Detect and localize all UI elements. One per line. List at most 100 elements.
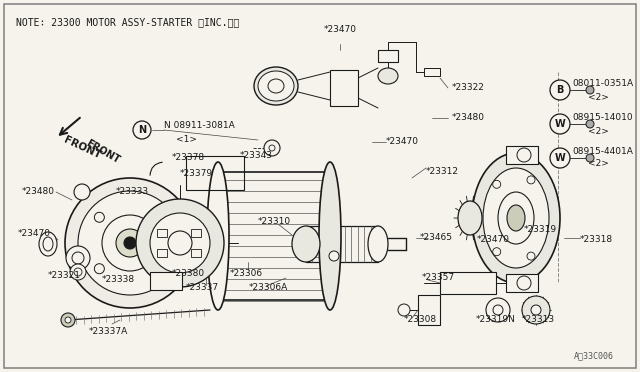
Ellipse shape [268, 79, 284, 93]
Text: A※33C006: A※33C006 [574, 351, 614, 360]
Text: *23465: *23465 [420, 234, 453, 243]
Circle shape [156, 212, 166, 222]
Bar [186, 156, 244, 190]
Circle shape [124, 237, 136, 249]
Bar [378, 50, 398, 62]
Circle shape [522, 296, 550, 324]
Ellipse shape [483, 168, 549, 268]
Circle shape [527, 176, 535, 184]
Circle shape [550, 148, 570, 168]
Circle shape [493, 180, 500, 188]
Circle shape [531, 305, 541, 315]
Text: *23337: *23337 [186, 282, 219, 292]
Text: 08915-4401A: 08915-4401A [572, 147, 633, 155]
Text: *23306: *23306 [229, 269, 262, 278]
Circle shape [61, 313, 75, 327]
Bar [424, 68, 440, 76]
Text: *23319N: *23319N [476, 315, 516, 324]
Text: *23470: *23470 [17, 230, 51, 238]
Circle shape [586, 120, 594, 128]
Circle shape [94, 264, 104, 274]
Text: 08915-14010: 08915-14010 [572, 113, 632, 122]
Circle shape [65, 317, 71, 323]
Text: *23306A: *23306A [248, 282, 287, 292]
Text: *23379: *23379 [179, 170, 212, 179]
Circle shape [72, 252, 84, 264]
Text: <1>: <1> [176, 135, 197, 144]
Text: *23312: *23312 [426, 167, 459, 176]
Circle shape [517, 148, 531, 162]
Circle shape [486, 298, 510, 322]
Text: *23380: *23380 [172, 269, 205, 278]
Circle shape [269, 145, 275, 151]
Text: W: W [555, 119, 565, 129]
Ellipse shape [507, 205, 525, 231]
Ellipse shape [319, 162, 341, 310]
Circle shape [66, 246, 90, 270]
Circle shape [398, 304, 410, 316]
Circle shape [150, 213, 210, 273]
Text: FRONT: FRONT [62, 135, 102, 161]
Bar [506, 274, 538, 292]
Circle shape [517, 276, 531, 290]
Circle shape [102, 215, 158, 271]
Circle shape [74, 268, 82, 276]
Circle shape [550, 80, 570, 100]
Circle shape [329, 251, 339, 261]
Circle shape [586, 154, 594, 162]
Bar [440, 272, 496, 294]
Bar [330, 70, 358, 106]
Ellipse shape [472, 153, 560, 283]
Ellipse shape [258, 71, 294, 101]
Text: *23378: *23378 [172, 154, 205, 163]
Ellipse shape [207, 162, 229, 310]
Circle shape [78, 191, 182, 295]
Text: *23308: *23308 [404, 315, 437, 324]
Text: <2>: <2> [588, 160, 609, 169]
Text: N: N [138, 125, 146, 135]
Text: *23322: *23322 [452, 83, 485, 93]
Circle shape [65, 178, 195, 308]
Ellipse shape [378, 68, 398, 84]
Ellipse shape [254, 67, 298, 105]
Circle shape [116, 229, 144, 257]
Bar [150, 272, 182, 290]
Text: *23313: *23313 [522, 315, 555, 324]
Bar [418, 295, 440, 325]
Text: *23337A: *23337A [88, 327, 127, 337]
Text: 08011-0351A: 08011-0351A [572, 80, 633, 89]
Text: *23470: *23470 [477, 235, 510, 244]
Circle shape [133, 121, 151, 139]
Ellipse shape [292, 226, 320, 262]
Text: *23333: *23333 [115, 187, 148, 196]
Circle shape [493, 248, 500, 256]
Circle shape [168, 231, 192, 255]
Text: W: W [555, 153, 565, 163]
Circle shape [586, 86, 594, 94]
Text: *23319: *23319 [524, 225, 557, 234]
Text: <2>: <2> [588, 126, 609, 135]
Text: *23480: *23480 [22, 187, 54, 196]
Text: *23470: *23470 [386, 138, 419, 147]
Text: *23321: *23321 [47, 272, 81, 280]
Bar [157, 229, 166, 237]
Text: *23357: *23357 [422, 273, 455, 282]
Text: *23338: *23338 [101, 276, 134, 285]
Circle shape [70, 264, 86, 280]
Circle shape [94, 212, 104, 222]
Bar [191, 229, 202, 237]
Text: NOTE∶ 23300 MOTOR ASSY-STARTER 〈INC.※〉: NOTE∶ 23300 MOTOR ASSY-STARTER 〈INC.※〉 [16, 17, 239, 27]
Text: *23480: *23480 [452, 113, 485, 122]
Ellipse shape [458, 201, 482, 235]
Circle shape [74, 184, 90, 200]
Bar [506, 146, 538, 164]
Circle shape [156, 264, 166, 274]
Ellipse shape [498, 192, 534, 244]
Text: FRONT: FRONT [84, 138, 121, 166]
Circle shape [136, 199, 224, 287]
Ellipse shape [368, 226, 388, 262]
Text: *23310: *23310 [257, 218, 291, 227]
Text: *23343: *23343 [239, 151, 273, 160]
Text: *23318: *23318 [580, 235, 613, 244]
Bar [157, 249, 166, 257]
